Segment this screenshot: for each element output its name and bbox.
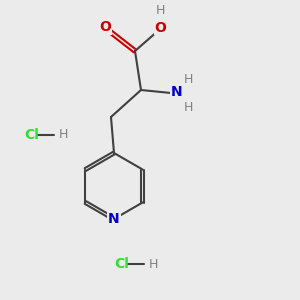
Text: H: H bbox=[156, 4, 165, 17]
Text: H: H bbox=[58, 128, 68, 142]
Text: O: O bbox=[154, 21, 166, 34]
Text: H: H bbox=[184, 74, 193, 86]
Text: Cl: Cl bbox=[114, 257, 129, 271]
Text: N: N bbox=[171, 85, 182, 98]
Text: O: O bbox=[99, 20, 111, 34]
Text: H: H bbox=[184, 100, 193, 113]
Text: N: N bbox=[108, 212, 120, 226]
Text: H: H bbox=[148, 257, 158, 271]
Text: Cl: Cl bbox=[24, 128, 39, 142]
